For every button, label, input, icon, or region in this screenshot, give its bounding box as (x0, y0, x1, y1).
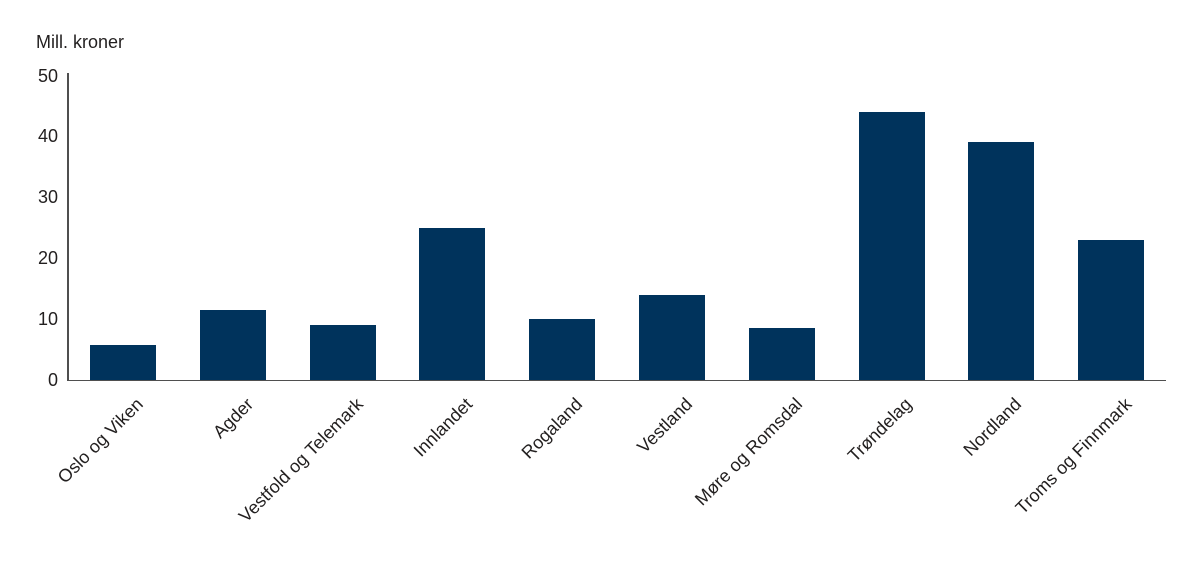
x-axis-line (67, 379, 1166, 381)
y-tick-label: 50 (37, 65, 58, 86)
bar (1078, 239, 1145, 380)
x-tick-label-text: Oslo og Viken (53, 394, 148, 488)
y-tick-label: 0 (47, 370, 58, 390)
bar (529, 319, 596, 380)
y-tick-label: 20 (37, 248, 58, 269)
y-tick-label: 30 (37, 187, 58, 208)
bar (419, 227, 486, 380)
bar (89, 345, 156, 380)
bar (858, 112, 925, 380)
x-tick-label-text: Rogaland (517, 394, 587, 463)
bar (309, 325, 376, 380)
y-tick-label: 40 (37, 126, 58, 147)
bar (748, 328, 815, 380)
bar (199, 309, 266, 380)
y-tick-label: 10 (37, 309, 58, 330)
x-tick-label-text: Vestfold og Telemark (234, 394, 367, 527)
y-axis-unit-label: Mill. kroner (36, 32, 125, 52)
y-axis-line (67, 73, 69, 380)
bar (638, 294, 705, 380)
x-tick-label-text: Trøndelag (843, 394, 916, 466)
x-tick-label-text: Nordland (959, 394, 1026, 460)
x-tick-label-text: Troms og Finnmark (1011, 394, 1136, 519)
x-tick-label-text: Agder (208, 394, 257, 443)
x-tick-label-text: Vestland (633, 394, 697, 457)
x-tick-label-text: Møre og Romsdal (690, 394, 806, 510)
bar (968, 142, 1035, 380)
x-tick-label-text: Innlandet (409, 394, 477, 461)
